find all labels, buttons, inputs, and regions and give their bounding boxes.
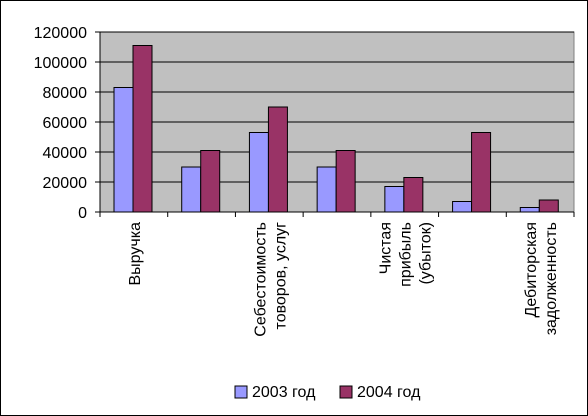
bar-1-1 <box>113 87 134 213</box>
x-tick-label: Себестоимость <box>252 222 269 337</box>
legend-swatch-1 <box>234 385 248 399</box>
bar-2-4 <box>335 150 356 213</box>
x-tick-label: прибыль <box>398 222 415 287</box>
y-tick-labels: 0 20000 40000 60000 80000 100000 120000 <box>34 25 87 222</box>
bar-1-6 <box>452 201 473 213</box>
y-tick-label: 120000 <box>34 25 87 42</box>
x-tick-label: Дебиторская <box>523 222 540 318</box>
y-tick-label: 80000 <box>43 85 88 102</box>
bar-2-6 <box>471 132 492 213</box>
x-tick-label: Чистая <box>378 222 395 274</box>
bar-2-2 <box>200 150 221 213</box>
axes <box>95 31 575 217</box>
y-tick-label: 40000 <box>43 145 88 162</box>
bar-1-7 <box>519 207 540 213</box>
bar-1-5 <box>384 186 405 213</box>
bar-2-5 <box>403 177 424 213</box>
y-tick-label: 100000 <box>34 55 87 72</box>
x-tick-label: задолженность <box>543 222 560 335</box>
legend-label-1: 2003 год <box>252 384 316 401</box>
y-tick-label: 60000 <box>43 115 88 132</box>
y-tick-label: 20000 <box>43 175 88 192</box>
legend: 2003 год 2004 год <box>234 384 421 401</box>
bar-1-3 <box>248 132 269 213</box>
bar-2-1 <box>132 45 153 213</box>
x-tick-label: Выручка <box>127 222 144 286</box>
x-tick-label: товоров, услуг <box>272 222 289 330</box>
bar-2-3 <box>267 106 288 213</box>
bar-1-2 <box>181 166 202 213</box>
x-tick-label: (убыток) <box>418 222 435 285</box>
y-tick-label: 0 <box>78 205 87 222</box>
bar-1-4 <box>316 166 337 213</box>
legend-swatch-2 <box>339 385 353 399</box>
legend-label-2: 2004 год <box>357 384 421 401</box>
bar-2-7 <box>538 199 559 213</box>
x-tick-labels: Выручка Себестоимость товоров, услуг Чистая… <box>127 222 560 337</box>
